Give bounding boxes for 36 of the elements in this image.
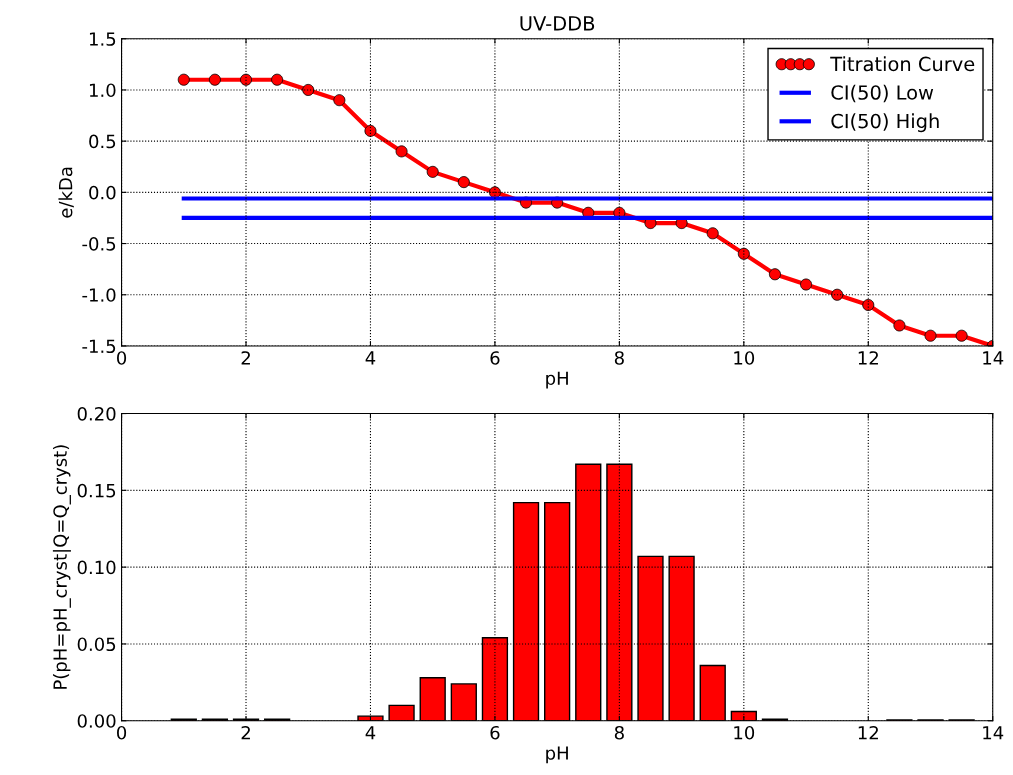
y-tick-label: 0.00 (77, 714, 116, 728)
y-tick-label: 0.15 (77, 483, 116, 498)
x-tick-label: 12 (858, 725, 878, 740)
y-tick-label: -0.5 (82, 237, 116, 251)
y-axis-title: e/kDa (58, 167, 74, 218)
x-tick-label: 8 (614, 351, 624, 365)
y-axis-title: P(pH=pH_cryst|Q=Q_cryst) (52, 445, 71, 689)
x-tick-label: 2 (241, 725, 250, 740)
x-tick-label: 4 (365, 726, 376, 740)
x-tick-label: 6 (490, 351, 500, 365)
y-tick-label: 1.5 (89, 32, 116, 46)
x-tick-label: 14 (983, 726, 1004, 740)
x-tick-label: 14 (983, 351, 1004, 365)
x-tick-label: 6 (490, 725, 500, 740)
x-tick-label: 10 (734, 351, 755, 365)
y-tick-label: 0.10 (77, 560, 116, 575)
y-tick-label: 0.05 (77, 637, 116, 652)
y-tick-label: 1.0 (89, 83, 116, 98)
chart-title: UV-DDB (520, 16, 595, 31)
y-tick-label: -1.5 (82, 339, 116, 354)
x-tick-label: 4 (365, 351, 376, 365)
x-tick-label: 0 (117, 351, 127, 365)
y-tick-label: 0.0 (89, 185, 116, 200)
x-axis-title: pH (546, 371, 568, 389)
y-tick-label: 0.20 (77, 407, 116, 421)
y-tick-label: 0.5 (89, 134, 116, 149)
legend-label: CI(50) High (831, 113, 939, 133)
x-tick-label: 8 (614, 725, 624, 740)
y-tick-label: -1.0 (82, 288, 116, 302)
x-axis-title: pH (546, 746, 568, 764)
x-tick-label: 12 (858, 351, 878, 365)
x-tick-label: 0 (117, 725, 127, 740)
legend-label: Titration Curve (830, 56, 975, 72)
x-tick-label: 10 (734, 725, 755, 740)
legend-label: CI(50) Low (831, 84, 934, 103)
x-tick-label: 2 (241, 351, 250, 365)
